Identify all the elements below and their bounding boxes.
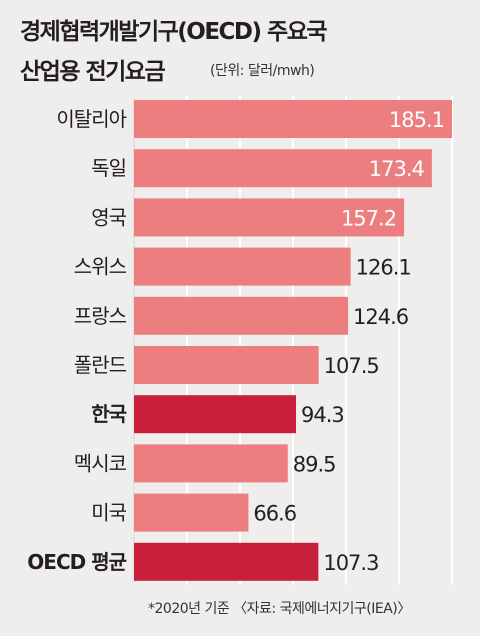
bar-9: [134, 542, 319, 581]
category-label-9: OECD 평균: [27, 550, 126, 574]
category-label-5: 폴란드: [74, 353, 127, 377]
value-label-1: 173.4: [369, 157, 425, 181]
bar-7: [134, 444, 288, 483]
category-label-4: 프랑스: [74, 304, 127, 328]
footnote: *2020년 기준 〈자료: 국제에너지기구(IEA)〉: [148, 601, 411, 617]
bar-5: [134, 346, 319, 384]
category-label-8: 미국: [91, 501, 126, 525]
bar-3: [134, 247, 351, 286]
value-label-4: 124.6: [353, 305, 409, 329]
unit-label: (단위: 달러/mwh): [210, 63, 315, 79]
value-label-7: 89.5: [293, 452, 336, 476]
value-label-8: 66.6: [253, 502, 296, 526]
category-label-6: 한국: [91, 402, 126, 426]
value-label-9: 107.3: [323, 551, 378, 575]
bar-4: [134, 296, 349, 335]
category-label-2: 영국: [91, 205, 126, 229]
category-label-3: 스위스: [74, 255, 127, 279]
category-label-7: 멕시코: [74, 451, 127, 475]
value-label-3: 126.1: [356, 256, 411, 280]
bar-1: [134, 149, 432, 188]
bar-0: [134, 100, 452, 138]
chart-title-line1: 경제협력개발기구(OECD) 주요국: [20, 19, 328, 45]
category-label-0: 이탈리아: [56, 107, 126, 131]
bar-8: [134, 493, 249, 532]
bar-2: [134, 198, 405, 237]
value-label-0: 185.1: [389, 108, 444, 132]
chart-title-line2: 산업용 전기요금: [20, 59, 166, 85]
category-label-1: 독일: [91, 156, 126, 180]
value-label-2: 157.2: [341, 206, 396, 230]
value-label-5: 107.5: [324, 354, 379, 378]
bar-6: [134, 395, 297, 434]
value-label-6: 94.3: [301, 403, 344, 427]
